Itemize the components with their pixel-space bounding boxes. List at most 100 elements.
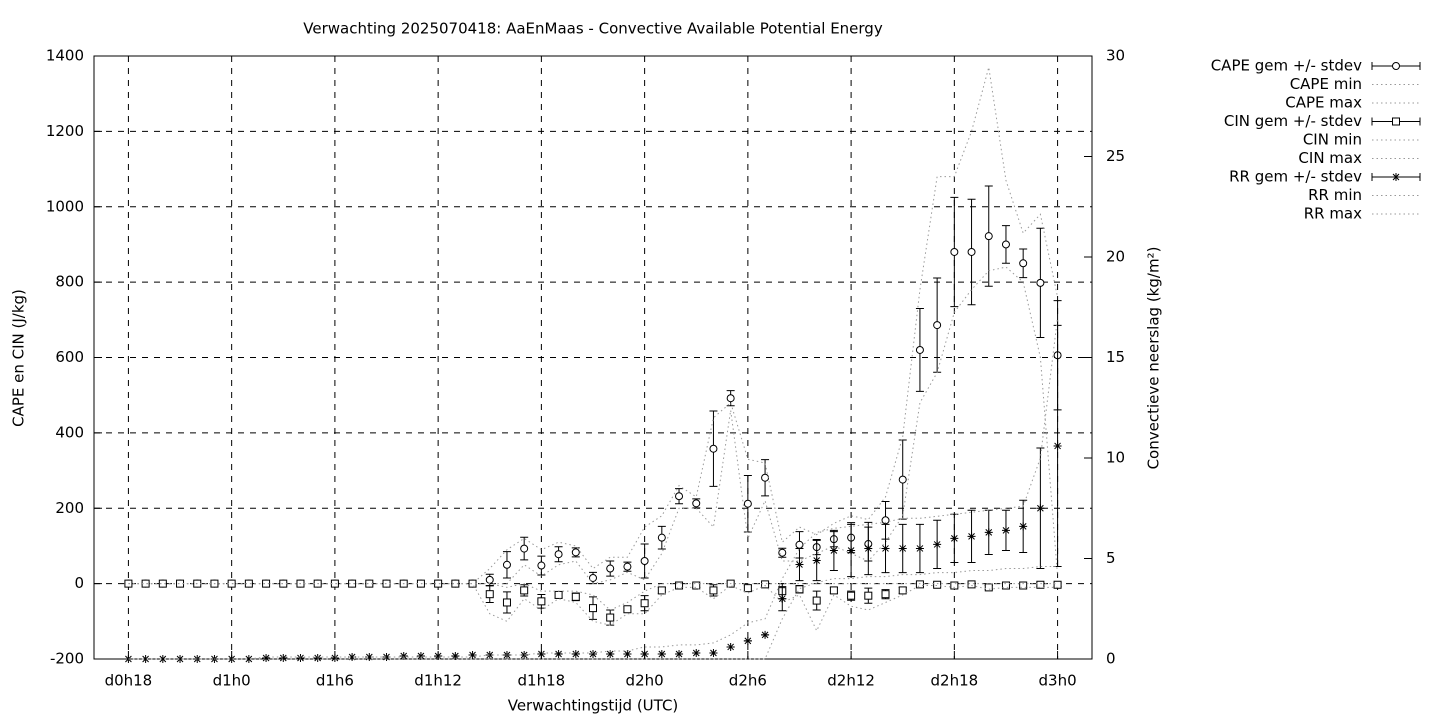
data-point	[812, 596, 821, 605]
data-point	[881, 544, 890, 553]
data-point	[571, 649, 580, 658]
data-point	[520, 586, 529, 595]
data-point	[1001, 240, 1010, 249]
data-point	[709, 648, 718, 657]
data-point	[382, 652, 391, 661]
y2-tick-label: 30	[1106, 47, 1125, 65]
data-point	[709, 444, 718, 453]
legend-label: RR min	[1308, 186, 1362, 204]
data-point	[416, 651, 425, 660]
legend-label: CAPE gem +/- stdev	[1211, 57, 1362, 75]
y-tick-label: 1400	[46, 47, 84, 65]
data-point	[778, 548, 787, 557]
data-point	[898, 475, 907, 484]
legend-marker	[1392, 62, 1400, 70]
y2-axis-label: Convectieve neerslag (kg/m²)	[1145, 247, 1163, 470]
legend-marker	[1392, 173, 1400, 181]
data-point	[1053, 441, 1062, 450]
data-point	[933, 540, 942, 549]
data-point	[520, 650, 529, 659]
data-point	[451, 579, 460, 588]
data-point	[606, 649, 615, 658]
x-tick-label: d0h18	[105, 672, 153, 690]
chart-title: Verwachting 2025070418: AaEnMaas - Conve…	[303, 20, 883, 38]
data-point	[468, 650, 477, 659]
x-tick-label: d3h0	[1039, 672, 1077, 690]
data-point	[554, 590, 563, 599]
data-point	[692, 648, 701, 657]
x-tick-label: d2h12	[827, 672, 875, 690]
data-point	[1053, 580, 1062, 589]
data-point	[589, 649, 597, 658]
data-point	[244, 579, 253, 588]
data-point	[537, 561, 546, 570]
y2-tick-label: 20	[1106, 248, 1125, 266]
data-point	[812, 556, 821, 565]
x-tick-label: d1h6	[316, 672, 354, 690]
data-point	[657, 533, 666, 542]
data-point	[348, 652, 357, 661]
data-point	[502, 598, 511, 607]
x-axis-label: Verwachtingstijd (UTC)	[508, 697, 679, 715]
y-tick-label: 400	[55, 423, 84, 441]
data-point	[881, 516, 890, 525]
data-point	[1001, 581, 1010, 590]
data-point	[829, 546, 838, 555]
data-point	[864, 591, 873, 600]
data-point	[571, 592, 580, 601]
data-point	[571, 548, 580, 557]
data-point	[554, 649, 563, 658]
data-point	[967, 247, 976, 256]
data-point	[537, 597, 546, 606]
data-point	[915, 580, 924, 589]
data-point	[227, 655, 236, 663]
data-point	[984, 528, 993, 537]
data-point	[623, 649, 632, 658]
y-tick-label: 1000	[46, 197, 84, 215]
y2-tick-label: 10	[1106, 449, 1125, 467]
data-point	[537, 649, 546, 658]
data-point	[1019, 522, 1028, 531]
data-point	[933, 321, 942, 330]
data-point	[726, 642, 735, 651]
data-point	[158, 579, 167, 588]
data-point	[589, 573, 597, 582]
data-point	[589, 604, 597, 613]
data-point	[485, 650, 494, 659]
data-point	[761, 473, 770, 482]
data-point	[1019, 581, 1028, 590]
data-point	[141, 655, 150, 663]
data-point	[743, 584, 752, 593]
data-point	[967, 532, 976, 541]
data-point	[606, 564, 615, 573]
data-point	[950, 247, 959, 256]
range-line	[128, 67, 1059, 585]
data-point	[158, 655, 167, 663]
data-point	[1036, 278, 1045, 287]
data-point	[1019, 259, 1028, 268]
data-point	[451, 651, 460, 660]
data-point	[640, 649, 649, 658]
legend-marker	[1392, 117, 1400, 126]
y2-tick-label: 0	[1106, 650, 1116, 668]
data-point	[348, 579, 357, 588]
data-point	[330, 579, 339, 588]
legend-label: RR gem +/- stdev	[1229, 168, 1362, 186]
y2-tick-label: 25	[1106, 147, 1125, 165]
data-point	[227, 579, 236, 588]
data-point	[778, 594, 787, 603]
data-point	[623, 562, 632, 571]
range-line	[128, 266, 1059, 585]
data-point	[279, 579, 288, 588]
data-point	[382, 579, 391, 588]
y-tick-label: 0	[74, 574, 84, 592]
x-tick-label: d2h0	[626, 672, 664, 690]
data-point	[296, 653, 305, 662]
legend-label: CIN max	[1298, 149, 1362, 167]
data-point	[795, 585, 804, 594]
data-point	[898, 586, 907, 595]
data-point	[640, 599, 649, 608]
data-point	[761, 580, 770, 589]
y-axis-label: CAPE en CIN (J/kg)	[10, 289, 28, 427]
